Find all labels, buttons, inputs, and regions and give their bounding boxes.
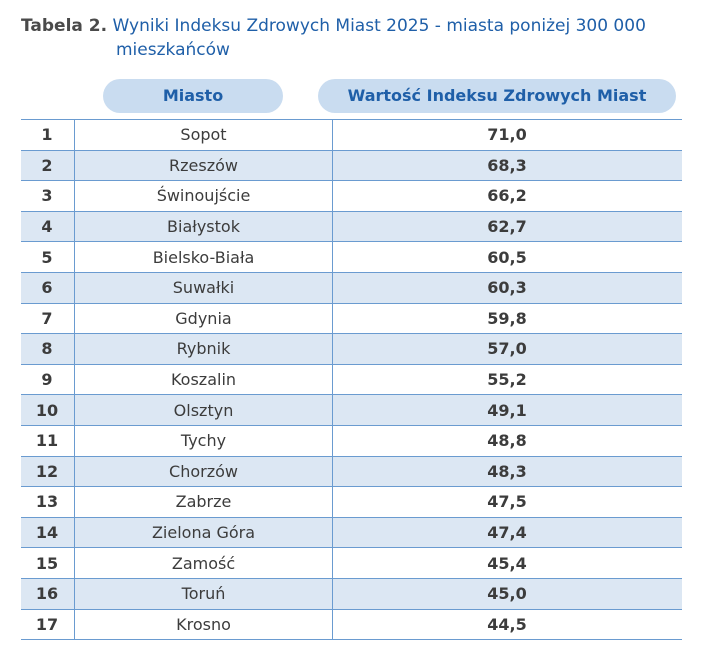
index-value-cell: 60,3 [487, 278, 527, 298]
table-row: 3 Świnoujście 66,2 [21, 181, 682, 212]
index-value-cell: 60,5 [487, 247, 527, 267]
index-value-cell: 48,8 [487, 431, 527, 451]
index-value-cell: 68,3 [487, 155, 527, 175]
rank-cell: 1 [41, 125, 53, 145]
city-cell: Tychy [74, 425, 333, 456]
rank-cell: 5 [41, 247, 53, 267]
table-row: 15 Zamość 45,4 [21, 548, 682, 579]
caption-label: Tabela 2. [21, 16, 108, 36]
city-cell: Białystok [74, 211, 333, 242]
table-row: 12 Chorzów 48,3 [21, 456, 682, 488]
index-value-cell: 47,5 [487, 492, 527, 512]
rank-cell: 8 [41, 339, 53, 359]
table-row: 17 Krosno 44,5 [21, 609, 682, 641]
city-cell: Suwałki [74, 272, 333, 303]
city-cell: Gdynia [74, 303, 333, 334]
rank-cell: 13 [35, 492, 59, 512]
table-row: 16 Toruń 45,0 [21, 578, 682, 610]
index-value-cell: 55,2 [487, 370, 527, 390]
city-cell: Zamość [74, 548, 333, 578]
table-caption: Tabela 2. Wyniki Indeksu Zdrowych Miast … [21, 14, 691, 62]
city-cell: Bielsko-Biała [74, 242, 333, 272]
rank-cell: 10 [35, 400, 59, 420]
rank-cell: 16 [35, 584, 59, 604]
city-cell: Olsztyn [74, 395, 333, 425]
index-value-cell: 49,1 [487, 400, 527, 420]
city-cell: Koszalin [74, 364, 333, 395]
table-row: 1 Sopot 71,0 [21, 120, 682, 151]
city-cell: Toruń [74, 578, 333, 609]
caption-title-line1: Wyniki Indeksu Zdrowych Miast 2025 - mia… [112, 16, 646, 36]
rank-cell: 6 [41, 278, 53, 298]
city-cell: Rybnik [74, 334, 333, 364]
table-row: 14 Zielona Góra 47,4 [21, 517, 682, 549]
table-row: 10 Olsztyn 49,1 [21, 395, 682, 426]
index-value-cell: 48,3 [487, 461, 527, 481]
rank-cell: 17 [35, 614, 59, 634]
table-row: 11 Tychy 48,8 [21, 425, 682, 457]
city-cell: Rzeszów [74, 150, 333, 181]
table-row: 13 Zabrze 47,5 [21, 487, 682, 518]
caption-title-line2: mieszkańców [116, 40, 230, 60]
rank-cell: 14 [35, 523, 59, 543]
results-table: 1 Sopot 71,0 2 Rzeszów 68,3 3 Świnoujście 66,2 4 B… [21, 119, 682, 641]
rank-cell: 4 [41, 217, 53, 237]
rank-cell: 9 [41, 370, 53, 390]
header-city: Miasto [103, 79, 283, 113]
index-value-cell: 57,0 [487, 339, 527, 359]
table-row: 5 Bielsko-Biała 60,5 [21, 242, 682, 273]
city-cell: Świnoujście [74, 181, 333, 211]
table-row: 2 Rzeszów 68,3 [21, 150, 682, 182]
rank-cell: 11 [35, 431, 59, 451]
city-cell: Krosno [74, 609, 333, 640]
index-value-cell: 45,0 [487, 584, 527, 604]
table-row: 7 Gdynia 59,8 [21, 303, 682, 335]
index-value-cell: 59,8 [487, 308, 527, 328]
index-value-cell: 66,2 [487, 186, 527, 206]
index-value-cell: 44,5 [487, 614, 527, 634]
rank-cell: 7 [41, 308, 53, 328]
index-value-cell: 71,0 [487, 125, 527, 145]
table-row: 9 Koszalin 55,2 [21, 364, 682, 396]
index-value-cell: 45,4 [487, 553, 527, 573]
city-cell: Zabrze [74, 487, 333, 517]
table-row: 6 Suwałki 60,3 [21, 272, 682, 304]
header-index-value: Wartość Indeksu Zdrowych Miast [318, 79, 676, 113]
city-cell: Chorzów [74, 456, 333, 487]
table-row: 8 Rybnik 57,0 [21, 334, 682, 365]
index-value-cell: 62,7 [487, 217, 527, 237]
rank-cell: 2 [41, 155, 53, 175]
rank-cell: 12 [35, 461, 59, 481]
index-value-cell: 47,4 [487, 523, 527, 543]
city-cell: Zielona Góra [74, 517, 333, 548]
table-row: 4 Białystok 62,7 [21, 211, 682, 243]
city-cell: Sopot [74, 120, 333, 150]
rank-cell: 15 [35, 553, 59, 573]
rank-cell: 3 [41, 186, 53, 206]
